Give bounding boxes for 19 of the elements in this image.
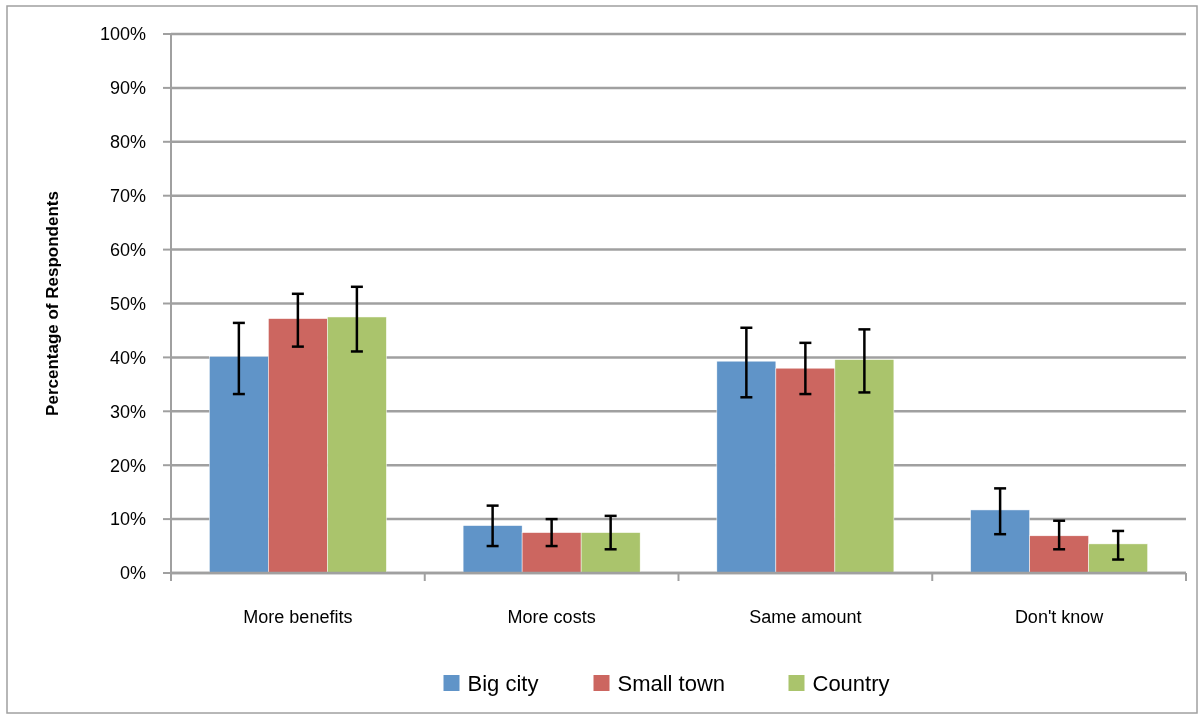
- y-axis-title: Percentage of Respondents: [43, 191, 62, 416]
- y-tick-label: 80%: [109, 132, 146, 153]
- y-tick-label: 20%: [109, 455, 146, 476]
- x-tick-label: Same amount: [749, 607, 862, 627]
- y-tick-label: 70%: [109, 186, 146, 206]
- y-tick-label: 0%: [119, 563, 146, 584]
- y-tick-label: 60%: [109, 239, 146, 260]
- x-tick-label: More benefits: [243, 607, 353, 627]
- legend-label: Big city: [467, 670, 539, 696]
- y-tick-label: 100%: [99, 24, 146, 45]
- x-tick-label: Don't know: [1014, 607, 1105, 627]
- x-tick-label: More costs: [507, 607, 596, 627]
- legend-label: Small town: [617, 670, 726, 696]
- y-tick-label: 90%: [109, 78, 146, 99]
- y-tick-label: 10%: [109, 509, 146, 530]
- y-tick-label: 50%: [109, 293, 146, 314]
- y-tick-label: 40%: [109, 347, 146, 368]
- legend-label: Country: [812, 670, 890, 696]
- y-tick-label: 30%: [109, 401, 146, 422]
